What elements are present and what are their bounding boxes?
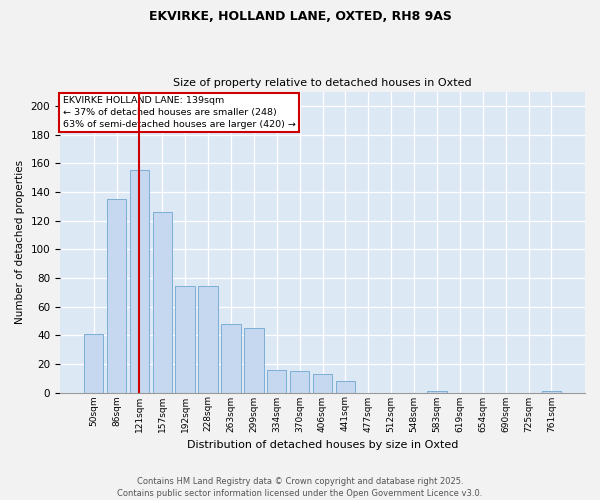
Text: EKVIRKE, HOLLAND LANE, OXTED, RH8 9AS: EKVIRKE, HOLLAND LANE, OXTED, RH8 9AS bbox=[149, 10, 451, 23]
Bar bbox=[427, 391, 446, 392]
Title: Size of property relative to detached houses in Oxted: Size of property relative to detached ho… bbox=[173, 78, 472, 88]
Bar bbox=[199, 286, 218, 393]
Bar bbox=[152, 212, 172, 392]
Bar bbox=[542, 391, 561, 392]
Bar bbox=[290, 371, 310, 392]
Bar bbox=[335, 381, 355, 392]
Bar bbox=[107, 199, 126, 392]
X-axis label: Distribution of detached houses by size in Oxted: Distribution of detached houses by size … bbox=[187, 440, 458, 450]
Text: Contains HM Land Registry data © Crown copyright and database right 2025.
Contai: Contains HM Land Registry data © Crown c… bbox=[118, 476, 482, 498]
Bar bbox=[244, 328, 263, 392]
Bar bbox=[267, 370, 286, 392]
Text: EKVIRKE HOLLAND LANE: 139sqm
← 37% of detached houses are smaller (248)
63% of s: EKVIRKE HOLLAND LANE: 139sqm ← 37% of de… bbox=[62, 96, 296, 128]
Bar bbox=[175, 286, 195, 393]
Bar bbox=[130, 170, 149, 392]
Bar bbox=[313, 374, 332, 392]
Bar bbox=[84, 334, 103, 392]
Bar bbox=[221, 324, 241, 392]
Y-axis label: Number of detached properties: Number of detached properties bbox=[15, 160, 25, 324]
